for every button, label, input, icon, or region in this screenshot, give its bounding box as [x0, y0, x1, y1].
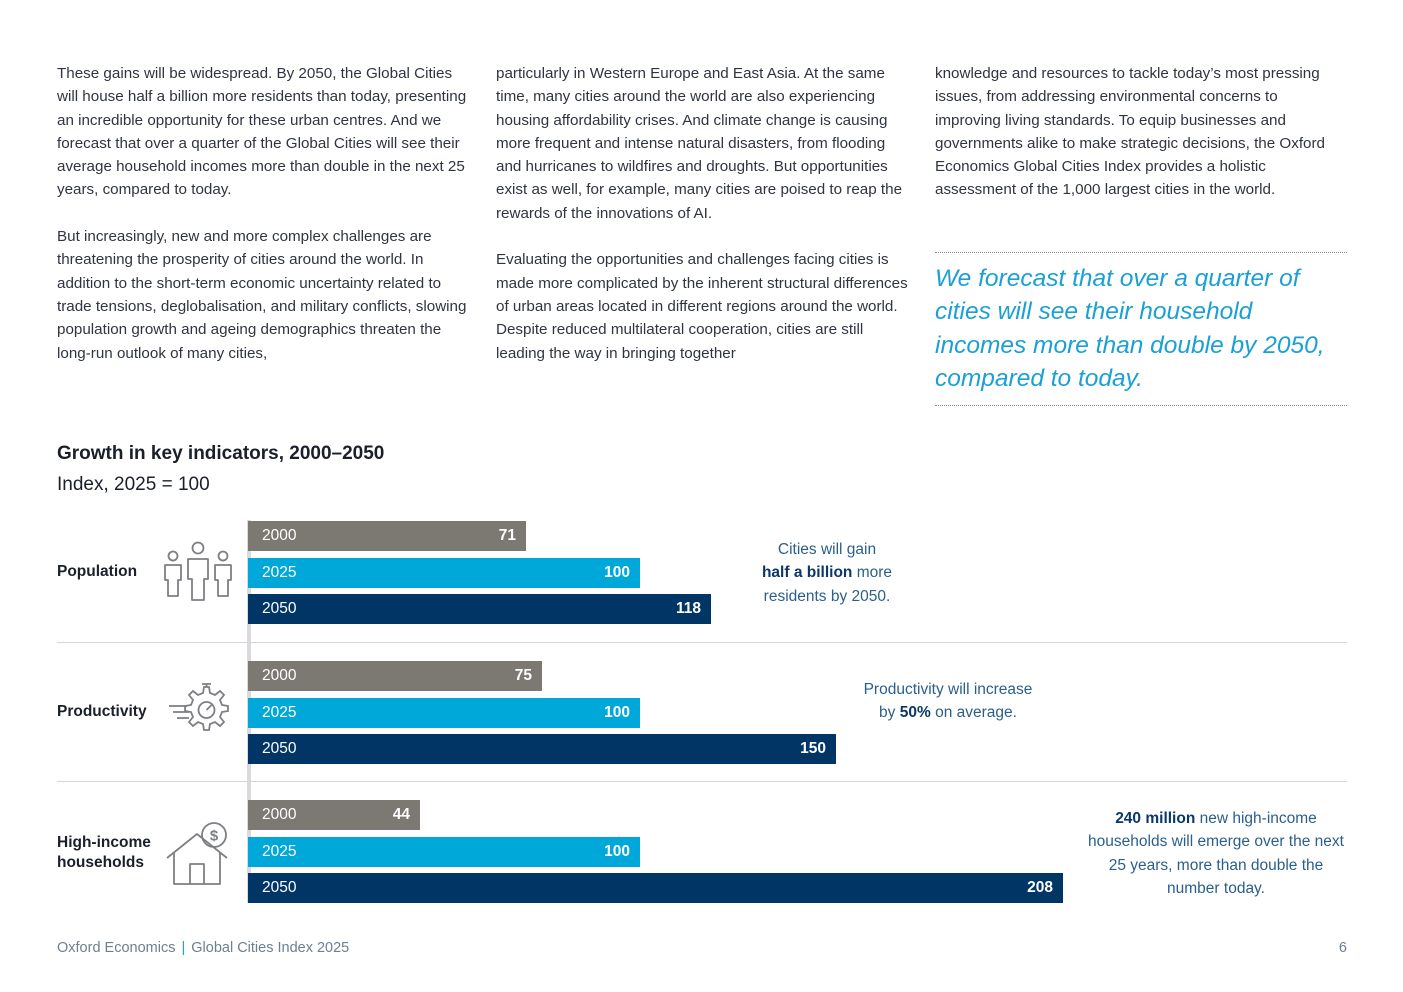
note-text: on average. — [935, 704, 1017, 722]
paragraph: particularly in Western Europe and East … — [496, 65, 903, 222]
footer-report-title: Global Cities Index 2025 — [191, 940, 350, 956]
bar-2050: 2050 150 — [248, 734, 836, 765]
bar-year-label: 2000 — [262, 667, 297, 684]
bar-year-label: 2025 — [262, 703, 297, 721]
paragraph: These gains will be widespread. By 2050,… — [57, 65, 467, 199]
bar-value-label: 150 — [800, 740, 826, 758]
note-text: more residents by 2050. — [763, 564, 893, 605]
bar-2025: 2025 100 — [248, 557, 640, 588]
house-dollar-icon: $ — [166, 822, 228, 885]
footer: Oxford Economics | Global Cities Index 202… — [57, 940, 349, 956]
note-text: Productivity will increase by — [863, 681, 1033, 722]
group-label-population: Population — [57, 563, 138, 580]
group-label-high-income-households: High-income households — [57, 834, 151, 871]
group-label-productivity: Productivity — [57, 703, 147, 720]
bar-year-label: 2000 — [262, 527, 297, 544]
pullquote-bottom-rule — [935, 405, 1347, 406]
note-productivity: Productivity will increase by 50% on ave… — [858, 678, 1038, 725]
bar-2000: 2000 71 — [248, 521, 526, 551]
pullquote-top-rule — [935, 252, 1347, 253]
people-icon — [164, 541, 232, 601]
paragraph: But increasingly, new and more complex c… — [57, 228, 467, 362]
bar-2025: 2025 100 — [248, 836, 640, 867]
bar-value-label: 100 — [604, 842, 630, 860]
bar-2025: 2025 100 — [248, 697, 640, 728]
text-column-2: particularly in Western Europe and East … — [496, 62, 908, 365]
paragraph: knowledge and resources to tackle today’… — [935, 65, 1325, 199]
note-highlight: 240 million — [1115, 810, 1196, 827]
bar-year-label: 2050 — [262, 600, 297, 618]
bar-2050: 2050 118 — [248, 594, 711, 625]
text-column-1: These gains will be widespread. By 2050,… — [57, 62, 469, 365]
note-highlight: 50% — [899, 704, 931, 722]
bar-value-label: 44 — [392, 806, 410, 823]
group-divider — [57, 642, 1347, 643]
chart-title: Growth in key indicators, 2000–2050 — [57, 443, 385, 464]
footer-publisher: Oxford Economics — [57, 940, 176, 956]
footer-separator: | — [181, 940, 186, 956]
bar-year-label: 2025 — [262, 563, 297, 581]
bar-2000: 2000 44 — [248, 800, 420, 830]
bar-value-label: 208 — [1027, 879, 1053, 897]
bar-year-label: 2025 — [262, 842, 297, 860]
paragraph: Evaluating the opportunities and challen… — [496, 251, 908, 362]
note-text: Cities will gain — [777, 541, 877, 558]
bar-value-label: 100 — [604, 563, 630, 581]
bar-2050: 2050 208 — [248, 873, 1063, 904]
bar-value-label: 71 — [498, 527, 516, 544]
page-number: 6 — [1338, 940, 1347, 956]
bar-year-label: 2050 — [262, 879, 297, 897]
bar-value-label: 118 — [675, 600, 701, 618]
group-divider — [57, 781, 1347, 782]
bar-value-label: 100 — [604, 703, 630, 721]
bar-2000: 2000 75 — [248, 661, 542, 691]
chart-subtitle: Index, 2025 = 100 — [57, 474, 210, 495]
gear-speed-icon — [169, 683, 229, 731]
note-text: new high-income households will emerge o… — [1088, 810, 1344, 897]
pullquote: We forecast that over a quarter of citie… — [935, 265, 1325, 392]
bar-year-label: 2050 — [262, 740, 297, 758]
text-column-3: knowledge and resources to tackle today’… — [935, 62, 1347, 202]
note-highlight: half a billion — [761, 564, 853, 582]
dollar-symbol: $ — [210, 828, 219, 845]
bar-value-label: 75 — [514, 667, 532, 684]
note-population: Cities will gain half a billion more res… — [730, 538, 924, 608]
bar-year-label: 2000 — [262, 806, 297, 823]
note-high-income-households: 240 million new high-income households w… — [1086, 807, 1346, 900]
